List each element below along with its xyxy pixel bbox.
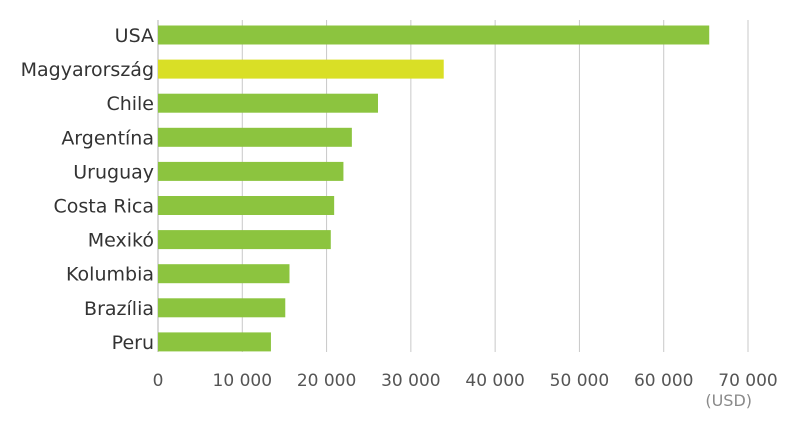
- category-label: Mexikó: [88, 230, 154, 252]
- x-tick-labels: 0 10 000 20 000 30 000 40 000 50 000 60 000 70 …: [153, 371, 778, 391]
- x-tick-label: 40 000: [465, 371, 524, 391]
- category-labels: USA Magyarország Chile Argentína Uruguay Cost…: [21, 25, 154, 354]
- bar-USA: [158, 25, 710, 45]
- category-label: Magyarország: [21, 59, 154, 81]
- x-tick-label: 60 000: [634, 371, 693, 391]
- bar-Kolumbia: [158, 264, 290, 284]
- bar-Magyarország: [158, 59, 444, 79]
- category-label: USA: [115, 25, 154, 47]
- category-label: Costa Rica: [54, 196, 155, 218]
- category-label: Chile: [106, 93, 154, 115]
- x-tick-label: 30 000: [381, 371, 440, 391]
- category-label: Kolumbia: [66, 264, 154, 286]
- bar-Peru: [158, 332, 271, 352]
- x-tick-label: 10 000: [213, 371, 272, 391]
- x-tick-label: 50 000: [550, 371, 609, 391]
- bars: [158, 25, 710, 352]
- category-label: Peru: [112, 332, 154, 354]
- category-label: Uruguay: [73, 161, 154, 183]
- bar-Uruguay: [158, 161, 344, 181]
- category-label: Argentína: [61, 127, 154, 149]
- bar-Argentína: [158, 127, 352, 147]
- x-tick-label: 20 000: [297, 371, 356, 391]
- bar-Brazília: [158, 298, 286, 318]
- bar-Costa Rica: [158, 196, 335, 215]
- bar-Mexikó: [158, 230, 331, 250]
- bar-Chile: [158, 93, 378, 113]
- x-tick-label: 70 000: [718, 371, 777, 391]
- category-label: Brazília: [84, 298, 154, 320]
- x-axis-unit-label: (USD): [705, 391, 752, 410]
- x-tick-label: 0: [153, 371, 164, 391]
